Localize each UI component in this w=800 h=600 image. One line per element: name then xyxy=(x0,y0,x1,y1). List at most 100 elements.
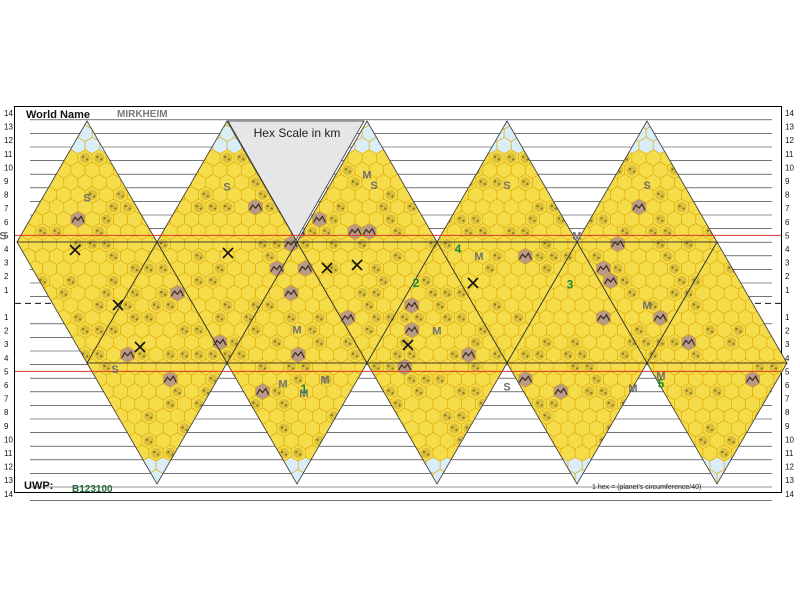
rough-terrain-icon xyxy=(519,318,522,321)
hex-cell xyxy=(27,358,43,376)
hex-cell xyxy=(56,432,72,450)
rough-terrain-icon xyxy=(491,251,503,262)
rough-terrain-icon xyxy=(477,324,488,336)
rough-terrain-icon xyxy=(110,254,113,257)
rough-terrain-icon xyxy=(458,315,461,318)
rough-terrain-icon xyxy=(477,177,488,188)
rough-terrain-icon xyxy=(25,180,28,183)
rough-terrain-icon xyxy=(619,226,631,237)
rough-terrain-icon xyxy=(415,389,419,392)
hex-cell xyxy=(63,395,79,413)
rough-terrain-icon xyxy=(536,352,539,355)
rough-terrain-icon xyxy=(661,244,664,247)
rough-terrain-icon xyxy=(458,438,461,441)
rough-terrain-icon xyxy=(122,201,133,213)
terrain-letter: M xyxy=(432,326,441,338)
hex-cell xyxy=(446,173,462,192)
rough-terrain-icon xyxy=(770,364,774,368)
rough-terrain-icon xyxy=(682,207,685,210)
hex-cell xyxy=(319,469,335,484)
hex-cell xyxy=(141,186,157,204)
hex-cell xyxy=(581,161,597,179)
rough-terrain-icon xyxy=(491,152,503,164)
hex-cell xyxy=(17,321,22,339)
rough-terrain-icon xyxy=(394,229,397,232)
terrain-letter: M xyxy=(278,379,287,391)
hex-cell xyxy=(695,161,711,179)
hex-cell xyxy=(688,149,704,167)
rough-terrain-icon xyxy=(761,300,773,311)
hex-cell xyxy=(155,137,171,155)
rough-terrain-icon xyxy=(86,158,89,161)
rough-terrain-icon xyxy=(150,447,162,459)
rough-terrain-icon xyxy=(221,349,233,360)
rough-terrain-icon xyxy=(721,229,724,232)
map-frame xyxy=(14,106,782,493)
rough-terrain-icon xyxy=(131,266,135,269)
rough-terrain-icon xyxy=(690,300,702,311)
rough-terrain-icon xyxy=(579,352,582,355)
hex-cell xyxy=(99,407,114,425)
hex-cell xyxy=(304,469,320,484)
rough-terrain-icon xyxy=(512,158,515,161)
hex-cell xyxy=(752,186,768,204)
mountain-icon xyxy=(597,264,611,272)
hex-cell xyxy=(63,346,79,364)
hex-cell xyxy=(170,161,185,179)
hex-cell xyxy=(695,186,711,204)
hex-cell xyxy=(42,333,58,351)
rough-terrain-icon xyxy=(498,435,510,446)
hex-cell xyxy=(270,506,284,522)
rough-terrain-icon xyxy=(458,217,461,220)
rough-terrain-icon xyxy=(604,441,607,444)
rough-terrain-icon xyxy=(436,303,440,306)
rough-terrain-icon xyxy=(426,379,430,382)
rough-terrain-icon xyxy=(323,377,326,380)
rough-terrain-icon xyxy=(628,340,632,343)
rough-terrain-icon xyxy=(17,411,27,422)
rough-terrain-icon xyxy=(236,152,247,164)
rough-terrain-icon xyxy=(664,229,667,232)
rough-terrain-icon xyxy=(753,232,756,235)
hex-cell xyxy=(418,173,434,192)
row-number-right: 11 xyxy=(785,449,794,458)
hex-cell xyxy=(49,149,65,167)
rough-terrain-icon xyxy=(380,204,383,208)
rough-terrain-icon xyxy=(713,168,717,171)
rough-terrain-icon xyxy=(165,447,176,459)
hex-cell xyxy=(652,121,668,130)
rough-terrain-icon xyxy=(621,155,625,159)
rough-terrain-icon xyxy=(108,201,119,213)
mountain-icon xyxy=(298,264,312,272)
hex-cell xyxy=(233,469,249,484)
hex-cell xyxy=(652,407,668,425)
rough-terrain-icon xyxy=(344,168,348,171)
rough-terrain-icon xyxy=(527,214,538,225)
rough-terrain-icon xyxy=(356,288,368,299)
rough-terrain-icon xyxy=(515,389,518,392)
rough-terrain-icon xyxy=(158,189,169,200)
rough-terrain-icon xyxy=(719,447,730,459)
hex-cell xyxy=(233,395,249,413)
hex-cell xyxy=(128,506,142,522)
mountain-icon xyxy=(398,362,412,371)
rough-terrain-icon xyxy=(280,401,284,405)
rough-terrain-icon xyxy=(96,229,99,232)
row-number-right: 5 xyxy=(785,231,790,240)
rough-terrain-icon xyxy=(470,214,481,225)
rough-terrain-icon xyxy=(441,305,444,309)
hex-cell xyxy=(738,137,753,155)
rough-terrain-icon xyxy=(576,342,579,345)
rough-terrain-icon xyxy=(547,269,550,272)
hex-cell xyxy=(376,101,390,117)
hex-cell xyxy=(645,444,661,462)
hex-cell xyxy=(49,321,65,339)
hex-cell xyxy=(361,444,377,462)
hex-cell xyxy=(375,469,391,484)
rough-terrain-icon xyxy=(100,158,103,161)
rough-terrain-icon xyxy=(699,438,703,441)
rough-terrain-icon xyxy=(17,177,20,188)
hex-cell xyxy=(788,420,800,436)
hex-cell xyxy=(745,272,761,290)
mine-icon xyxy=(112,299,124,311)
